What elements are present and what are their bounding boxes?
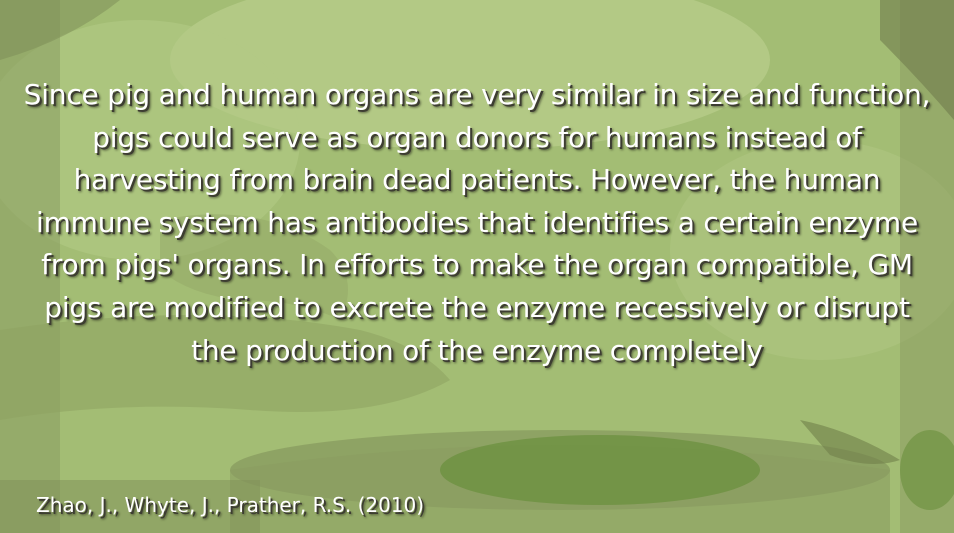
quote-text: Since pig and human organs are very simi… [23,78,931,367]
citation-text: Zhao, J., Whyte, J., Prather, R.S. (2010… [36,493,425,517]
